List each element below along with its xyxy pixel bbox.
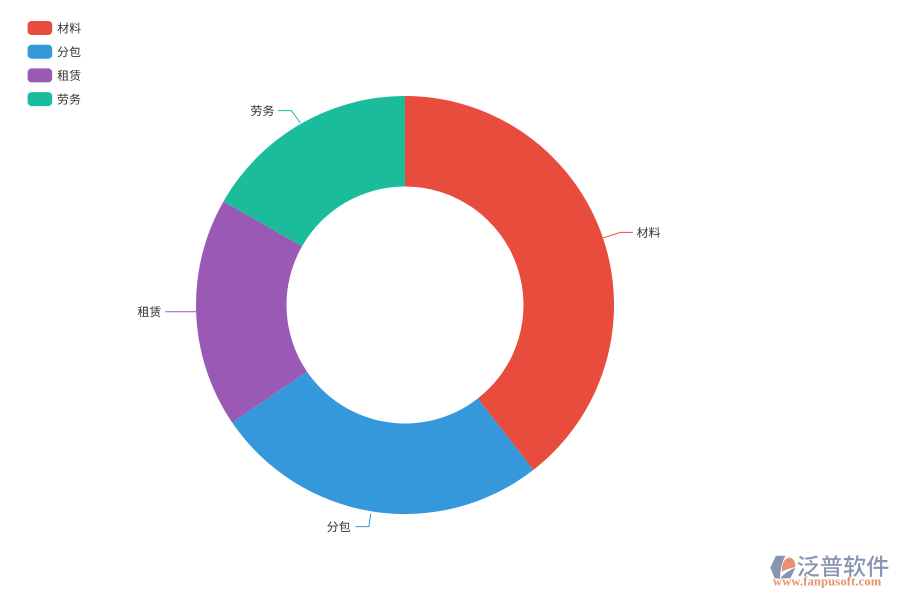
svg-text:www.fanpusoft.com: www.fanpusoft.com bbox=[773, 574, 882, 588]
